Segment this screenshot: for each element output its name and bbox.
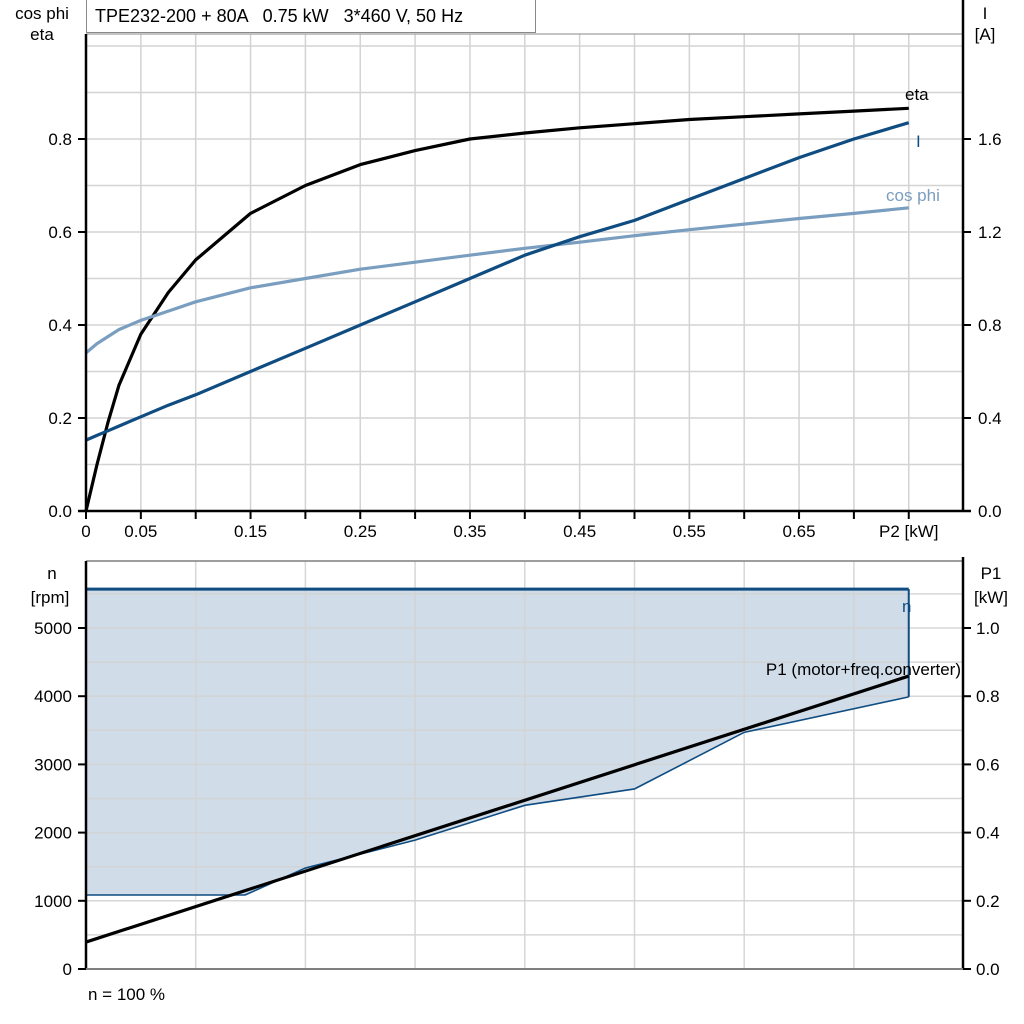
p1-curve [85, 674, 910, 944]
top-chart-axes: 0.0 0.2 0.4 0.6 0.8 0.0 0.4 0.8 1.2 1.6 0 0.05 0.15 0… [15, 0, 1002, 541]
right-axis-title: [kW] [974, 588, 1008, 607]
left-axis-tick-label: 3000 [34, 755, 72, 774]
x-axis-tick-label: 0.55 [673, 522, 706, 541]
right-axis-tick-label: 0.2 [976, 892, 1000, 911]
x-axis-tick-label: 0.05 [124, 522, 157, 541]
right-axis-tick-label: 1.0 [976, 619, 1000, 638]
cos-phi-curve-label: cos phi [886, 186, 940, 205]
eta-curve-label: eta [905, 85, 929, 104]
left-axis-title: n [47, 564, 56, 583]
eta-curve [84, 106, 909, 512]
left-axis-tick-label: 2000 [34, 824, 72, 843]
x-axis-title: P2 [kW] [879, 522, 939, 541]
right-axis-tick-label: 0.8 [976, 687, 1000, 706]
speed-curve-label: n [902, 597, 911, 616]
right-axis-tick-label: 0.6 [976, 755, 1000, 774]
right-axis-title: P1 [981, 564, 1002, 583]
left-axis-tick-label: 1000 [34, 892, 72, 911]
left-axis-tick-label: 5000 [34, 619, 72, 638]
bottom-chart-grid [86, 560, 963, 969]
chart-title: TPE232-200 + 80A 0.75 kW 3*460 V, 50 Hz [86, 0, 536, 33]
left-axis-title: eta [30, 25, 54, 44]
left-axis-tick-label: 4000 [34, 687, 72, 706]
right-axis-tick-label: 1.2 [978, 223, 1002, 242]
right-axis-tick-label: 0.4 [976, 824, 1000, 843]
left-axis-tick-label: 0 [63, 960, 72, 979]
bottom-chart-axes: 0 1000 2000 3000 4000 5000 0.0 0.2 0.4 0.6 0.8 1.0 n… [31, 557, 1008, 979]
x-axis-tick-label: 0.15 [234, 522, 267, 541]
x-axis-tick-label: 0.35 [453, 522, 486, 541]
bottom-chart-series: n P1 (motor+freq.converter) [85, 587, 961, 944]
right-axis-tick-label: 0.0 [978, 502, 1002, 521]
I-curve [85, 121, 910, 442]
left-axis-title: cos phi [15, 4, 69, 23]
x-axis-tick-label: 0.65 [783, 522, 816, 541]
left-axis-tick-label: 0.6 [48, 223, 72, 242]
current-curve-label: I [916, 132, 921, 151]
right-axis-tick-label: 0.4 [978, 409, 1002, 428]
x-axis-tick-label: 0.25 [344, 522, 377, 541]
speed-percentage-note: n = 100 % [88, 985, 166, 1004]
right-axis-tick-label: 0.8 [978, 316, 1002, 335]
speed-range-area [86, 589, 909, 896]
min-speed-curve [86, 696, 909, 896]
left-axis-tick-label: 0.0 [48, 502, 72, 521]
left-axis-tick-label: 0.4 [48, 316, 72, 335]
left-axis-tick-label: 0.8 [48, 130, 72, 149]
p1-curve-label: P1 (motor+freq.converter) [766, 660, 961, 679]
right-axis-title: I [983, 4, 988, 23]
right-axis-tick-label: 0.0 [976, 960, 1000, 979]
x-axis-tick-label: 0.45 [563, 522, 596, 541]
top-chart-grid [86, 33, 963, 511]
x-axis-tick-label: 0 [81, 522, 90, 541]
cos-phi-curve [84, 206, 909, 355]
right-axis-title: [A] [975, 25, 996, 44]
left-axis-tick-label: 0.2 [48, 409, 72, 428]
left-axis-title: [rpm] [31, 588, 70, 607]
right-axis-tick-label: 1.6 [978, 130, 1002, 149]
